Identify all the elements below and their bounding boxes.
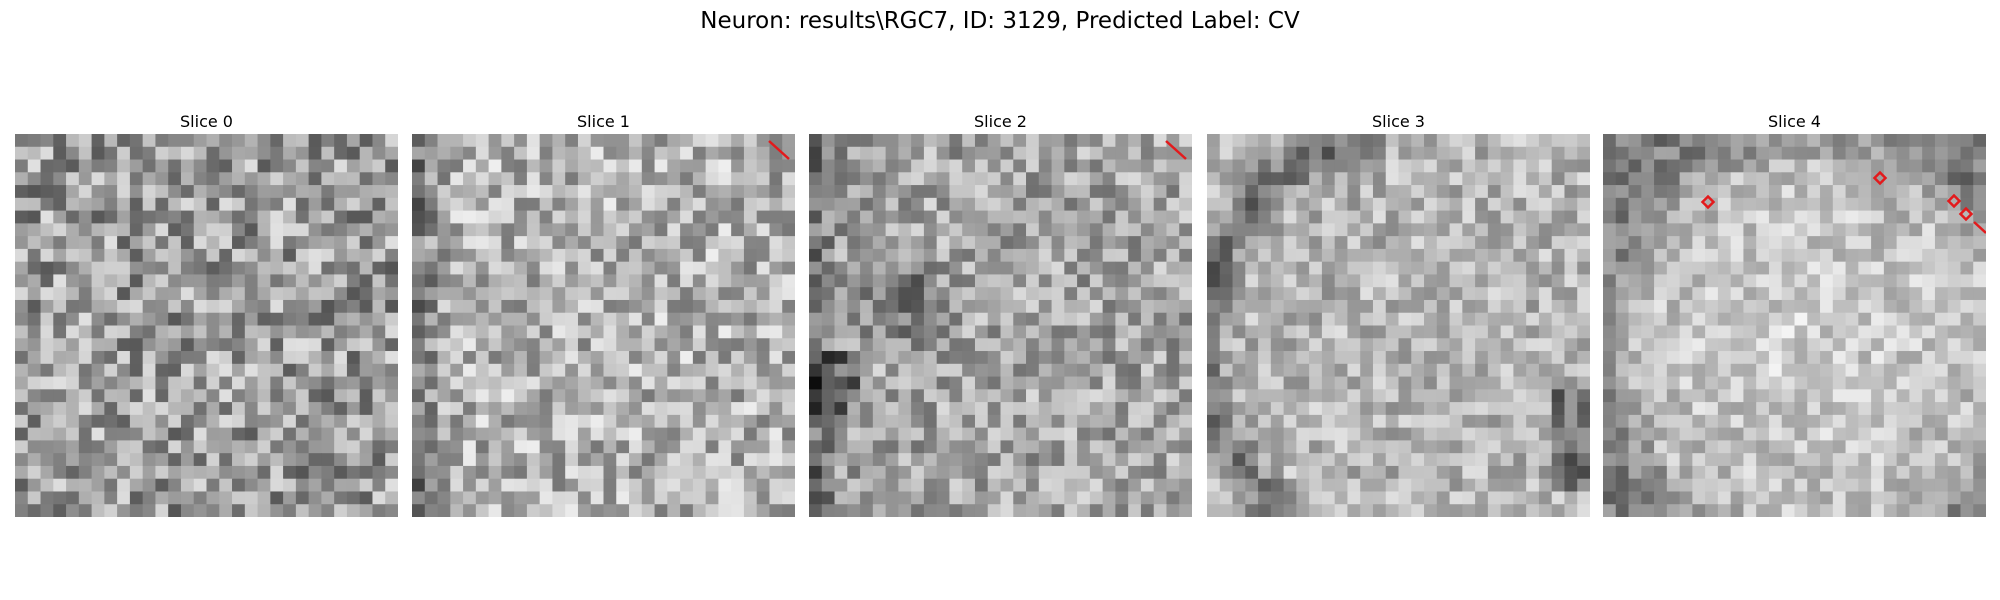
slice-panel-1: Slice 1 [412,110,795,517]
marker-diamond-slice-4 [1700,194,1716,210]
marker-line-slice-1 [768,140,790,160]
slice-panel-4: Slice 4 [1603,110,1986,517]
slice-image-4 [1603,134,1986,517]
figure-title: Neuron: results\RGC7, ID: 3129, Predicte… [700,8,1300,34]
slice-title-2: Slice 2 [974,112,1027,131]
slice-title-3: Slice 3 [1372,112,1425,131]
marker-line-slice-2 [1165,140,1187,160]
marker-diamond-slice-4 [1946,193,1962,209]
marker-diamond-slice-4 [1872,170,1888,186]
slice-title-0: Slice 0 [180,112,233,131]
slice-title-4: Slice 4 [1768,112,1821,131]
slice-image-1 [412,134,795,517]
slice-image-2 [809,134,1192,517]
slice-panel-3: Slice 3 [1207,110,1590,517]
slice-panel-0: Slice 0 [15,110,398,517]
slice-panel-2: Slice 2 [809,110,1192,517]
marker-diamond-slice-4 [1958,206,1974,222]
slice-title-1: Slice 1 [577,112,630,131]
slice-image-0 [15,134,398,517]
slice-image-3 [1207,134,1590,517]
marker-line-slice-4 [1973,221,1986,234]
